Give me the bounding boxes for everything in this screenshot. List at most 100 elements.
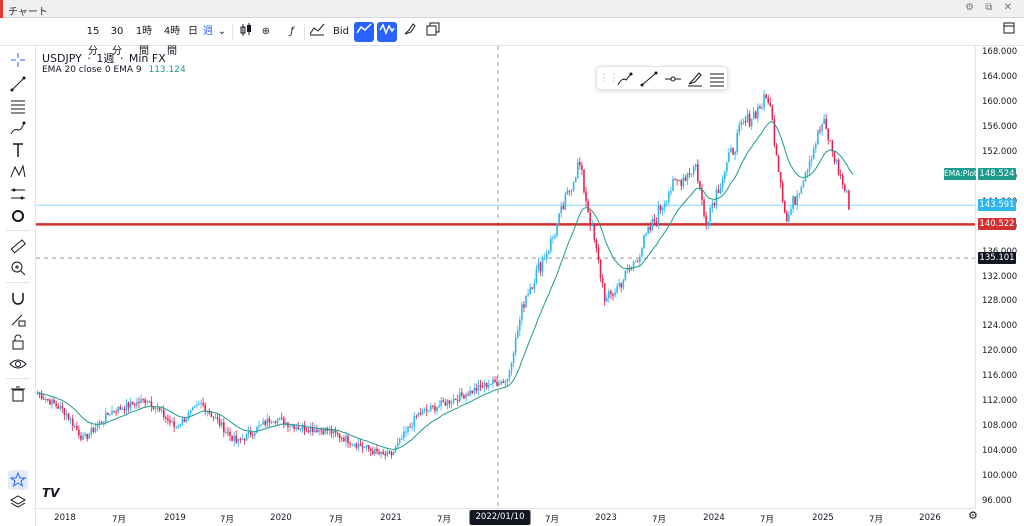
candle-body — [750, 119, 753, 127]
candle-body — [810, 159, 813, 162]
window-buttons[interactable]: ⚙ ⧉ ✕ — [965, 2, 1016, 13]
titlebar-accent — [0, 0, 3, 18]
time-tick-label: 2026 — [919, 513, 941, 523]
function-icon[interactable]: ƒ — [290, 26, 294, 37]
trash-icon[interactable] — [8, 384, 28, 404]
fullscreen-icon[interactable] — [1000, 22, 1018, 42]
magnet-icon[interactable] — [8, 288, 28, 308]
candle-body — [340, 438, 343, 440]
bid-button[interactable]: Bid — [333, 26, 349, 37]
line-chart-icon[interactable] — [354, 22, 374, 42]
candle-body — [485, 382, 488, 388]
float-hline-icon[interactable] — [663, 70, 683, 88]
candle-body — [396, 442, 399, 447]
trendline-icon[interactable] — [8, 74, 28, 94]
candle-body — [757, 106, 759, 119]
float-fib-icon[interactable] — [707, 70, 727, 88]
ruler-icon[interactable] — [8, 236, 28, 256]
candle-body — [270, 422, 273, 424]
candle-body — [216, 417, 219, 420]
candle-body — [322, 430, 324, 434]
copy-icon[interactable] — [423, 22, 443, 42]
candle-body — [767, 97, 770, 103]
candle-body — [266, 418, 269, 425]
float-brush-icon[interactable] — [615, 70, 635, 88]
stay-drawing-icon[interactable] — [8, 310, 28, 330]
compare-icon[interactable] — [307, 22, 327, 42]
candle-body — [732, 148, 734, 155]
candle-body — [210, 413, 213, 417]
candle-body — [372, 450, 374, 455]
interval-day[interactable]: 日 — [188, 26, 198, 37]
price-tick-label: 100.000 — [982, 471, 1018, 482]
candle-body — [535, 268, 538, 283]
candle-body — [603, 283, 606, 302]
candle-body — [320, 429, 322, 431]
interval-15m[interactable]: 15分 — [86, 26, 100, 57]
candle-body — [243, 439, 246, 441]
text-tool-icon[interactable] — [8, 140, 28, 160]
candle-style-icon[interactable] — [236, 22, 256, 42]
favorites-star-icon[interactable] — [8, 470, 28, 490]
add-indicator-icon[interactable]: ⊕ — [261, 26, 271, 37]
candle-body — [268, 418, 271, 423]
drag-handle-icon[interactable]: ⋮⋮ — [599, 73, 619, 84]
candle-body — [42, 398, 45, 400]
fib-retracement-icon[interactable] — [8, 96, 28, 116]
candle-body — [521, 304, 523, 320]
interval-dropdown-icon[interactable]: ⌄ — [217, 26, 227, 37]
chart-settings-icon[interactable]: ⚙ — [968, 509, 978, 522]
zoom-in-icon[interactable] — [8, 258, 28, 278]
candle-body — [690, 173, 693, 175]
candle-body — [529, 287, 531, 295]
candle-body — [450, 402, 453, 404]
candle-body — [249, 431, 252, 435]
price-tick-label: 120.000 — [982, 346, 1018, 357]
top-toolbar: 15分 30分 1時間 4時間 日 週 ⌄ ⊕ ƒ Bid — [0, 18, 1024, 57]
ema-legend[interactable]: EMA 20 close 0 EMA 9 113.124 — [42, 65, 186, 75]
interval-30m[interactable]: 30分 — [110, 26, 124, 57]
candle-body — [798, 193, 801, 195]
candle-body — [639, 256, 641, 262]
candle-body — [65, 413, 68, 415]
interval-4h[interactable]: 4時間 — [163, 26, 181, 57]
candle-body — [736, 132, 738, 152]
candle-body — [525, 295, 527, 308]
pattern-tool-icon[interactable] — [8, 162, 28, 182]
forecast-tool-icon[interactable] — [8, 184, 28, 204]
candle-body — [786, 212, 788, 221]
candle-body — [448, 400, 451, 404]
candle-body — [614, 292, 616, 296]
floating-drawing-toolbar: ⋮⋮ — [596, 66, 728, 90]
candle-body — [589, 212, 591, 226]
crosshair-icon[interactable] — [8, 50, 28, 70]
candle-body — [162, 409, 165, 418]
indicator-wave-icon[interactable] — [377, 22, 397, 42]
time-axis[interactable]: 2022/01/10 2018 7月 2019 7月 2020 7月 2021 7月 7月 202… — [36, 508, 975, 526]
lock-icon[interactable] — [8, 332, 28, 352]
candle-body — [76, 426, 78, 430]
price-axis[interactable]: 168.000164.000160.000156.000152.000148.0… — [975, 46, 1024, 508]
candle-body — [827, 128, 830, 141]
brush-tool-icon[interactable] — [8, 118, 28, 138]
candle-body — [438, 405, 440, 408]
candle-body — [781, 182, 784, 202]
symbol-name[interactable]: USDJPY — [42, 52, 82, 65]
candle-body — [51, 399, 53, 405]
layers-icon[interactable] — [8, 492, 28, 512]
candle-body — [299, 428, 302, 430]
toolbar-separator — [6, 378, 30, 379]
brush-icon[interactable] — [400, 22, 420, 42]
float-trendline-icon[interactable] — [639, 70, 659, 88]
candle-body — [98, 421, 101, 425]
eye-icon[interactable] — [8, 354, 28, 374]
ema-price-label: 148.524 — [978, 168, 1016, 180]
candle-body — [556, 223, 558, 236]
price-chart[interactable] — [36, 46, 975, 508]
candle-body — [301, 425, 304, 429]
interval-week[interactable]: 週 — [203, 26, 213, 37]
candle-body — [53, 399, 55, 404]
float-highlighter-icon[interactable] — [685, 70, 705, 88]
shape-circle-icon[interactable] — [8, 206, 28, 226]
interval-1h[interactable]: 1時間 — [135, 26, 153, 57]
